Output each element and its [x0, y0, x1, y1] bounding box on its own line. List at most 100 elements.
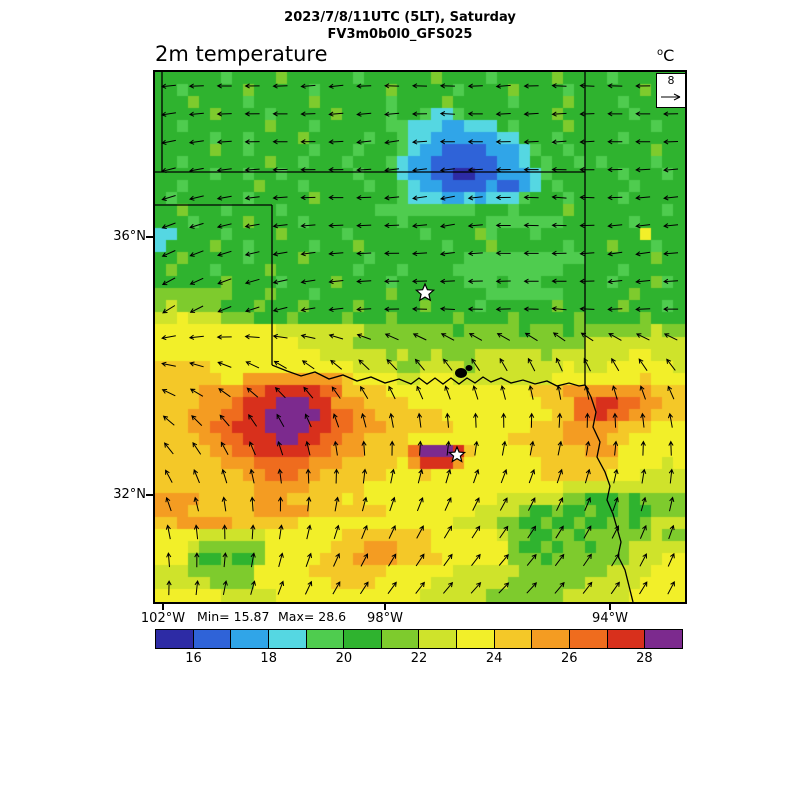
wind-arrow — [189, 361, 204, 368]
wind-arrow — [306, 496, 312, 512]
lon-label-94w: 94°W — [592, 611, 628, 626]
wind-arrow — [161, 139, 176, 145]
wind-arrow — [584, 468, 591, 484]
wind-arrow — [527, 357, 536, 372]
wind-arrow — [415, 581, 425, 594]
wind-arrow — [551, 139, 567, 145]
wind-arrow — [414, 358, 425, 371]
wind-arrow — [246, 387, 259, 398]
wind-arrow — [384, 195, 400, 201]
wind-arrow — [248, 414, 258, 427]
lon-tick-102w — [162, 602, 164, 610]
wind-arrow — [188, 167, 204, 173]
wind-arrow — [444, 385, 451, 400]
wind-arrow — [556, 384, 562, 400]
wind-arrow — [328, 250, 344, 257]
wind-arrow — [523, 278, 539, 284]
wind-arrow — [161, 361, 176, 367]
wind-arrow — [612, 440, 619, 456]
wind-arrow — [499, 525, 509, 539]
wind-arrow — [640, 412, 646, 428]
wind-arrow — [300, 333, 316, 339]
wind-arrow — [473, 412, 479, 428]
wind-arrow — [300, 279, 316, 285]
wind-arrow — [607, 223, 623, 229]
wind-arrow — [300, 223, 316, 229]
wind-arrow — [192, 441, 202, 455]
wind-arrow — [356, 195, 372, 201]
wind-arrow — [667, 580, 675, 595]
wind-arrow — [443, 358, 453, 371]
wind-arrow — [668, 440, 674, 456]
wind-arrow — [579, 111, 595, 117]
colorbar-segment — [268, 630, 307, 648]
wind-arrow — [189, 222, 204, 229]
wind-arrow — [663, 306, 679, 312]
lon-tick-94w — [609, 602, 611, 610]
wind-arrow — [245, 361, 260, 369]
wind-arrow — [244, 223, 260, 229]
max-value-label: Max= 28.6 — [278, 609, 347, 624]
units-label: oC — [657, 46, 674, 65]
wind-arrow — [439, 83, 455, 89]
wind-arrow — [330, 359, 343, 370]
star-marker — [414, 282, 436, 302]
wind-arrow — [584, 384, 590, 400]
wind-arrow — [607, 111, 623, 117]
wind-arrow — [557, 440, 563, 456]
wind-arrow — [439, 195, 455, 201]
wind-arrow — [635, 306, 651, 312]
wind-arrow — [356, 139, 372, 145]
wind-arrow — [635, 139, 651, 145]
wind-arrow — [217, 250, 232, 257]
wind-arrow — [301, 360, 315, 370]
wind-arrow — [328, 167, 344, 173]
map-overlay-svg — [155, 72, 679, 602]
colorbar-segment — [494, 630, 533, 648]
wind-arrow — [162, 305, 176, 314]
wind-arrow — [523, 250, 539, 256]
wind-arrow — [244, 139, 260, 145]
wind-arrow — [272, 195, 288, 201]
wind-arrow — [523, 111, 539, 117]
wind-arrow — [411, 306, 428, 312]
wind-arrow — [607, 195, 623, 201]
wind-arrow — [579, 83, 595, 89]
wind-arrow — [244, 334, 260, 340]
wind-arrow — [579, 139, 595, 145]
wind-arrow — [277, 440, 284, 456]
colorbar-tick-label: 16 — [185, 651, 202, 666]
wind-arrow — [554, 581, 565, 594]
wind-arrow — [640, 496, 647, 512]
wind-reference-box: 8 — [656, 73, 686, 108]
wind-arrow — [272, 167, 288, 173]
wind-arrow — [384, 222, 400, 229]
wind-arrow — [356, 222, 372, 229]
wind-arrow — [166, 580, 172, 596]
wind-arrow — [467, 139, 483, 145]
wind-arrow — [193, 469, 200, 484]
wind-arrow — [303, 386, 314, 399]
wind-arrow — [304, 580, 313, 595]
wind-arrow — [471, 525, 481, 539]
wind-arrow — [551, 111, 567, 117]
wind-arrow — [495, 250, 511, 256]
wind-arrow — [612, 412, 618, 428]
wind-arrow — [300, 83, 316, 89]
wind-arrow — [272, 111, 288, 117]
wind-arrow — [417, 440, 423, 456]
wind-arrow — [528, 468, 536, 484]
wind-arrow — [272, 251, 288, 257]
lake-shape — [465, 365, 473, 371]
colorbar-segment — [231, 630, 269, 648]
wind-arrow — [473, 440, 479, 456]
wind-arrow — [445, 412, 451, 428]
wind-arrow — [579, 278, 595, 284]
lake-shape — [455, 368, 467, 378]
wind-arrow — [529, 412, 535, 428]
wind-arrow — [495, 222, 511, 229]
wind-arrow — [585, 440, 591, 456]
wind-arrow — [216, 334, 232, 340]
wind-arrow — [328, 306, 344, 313]
wind-arrow — [356, 278, 372, 285]
